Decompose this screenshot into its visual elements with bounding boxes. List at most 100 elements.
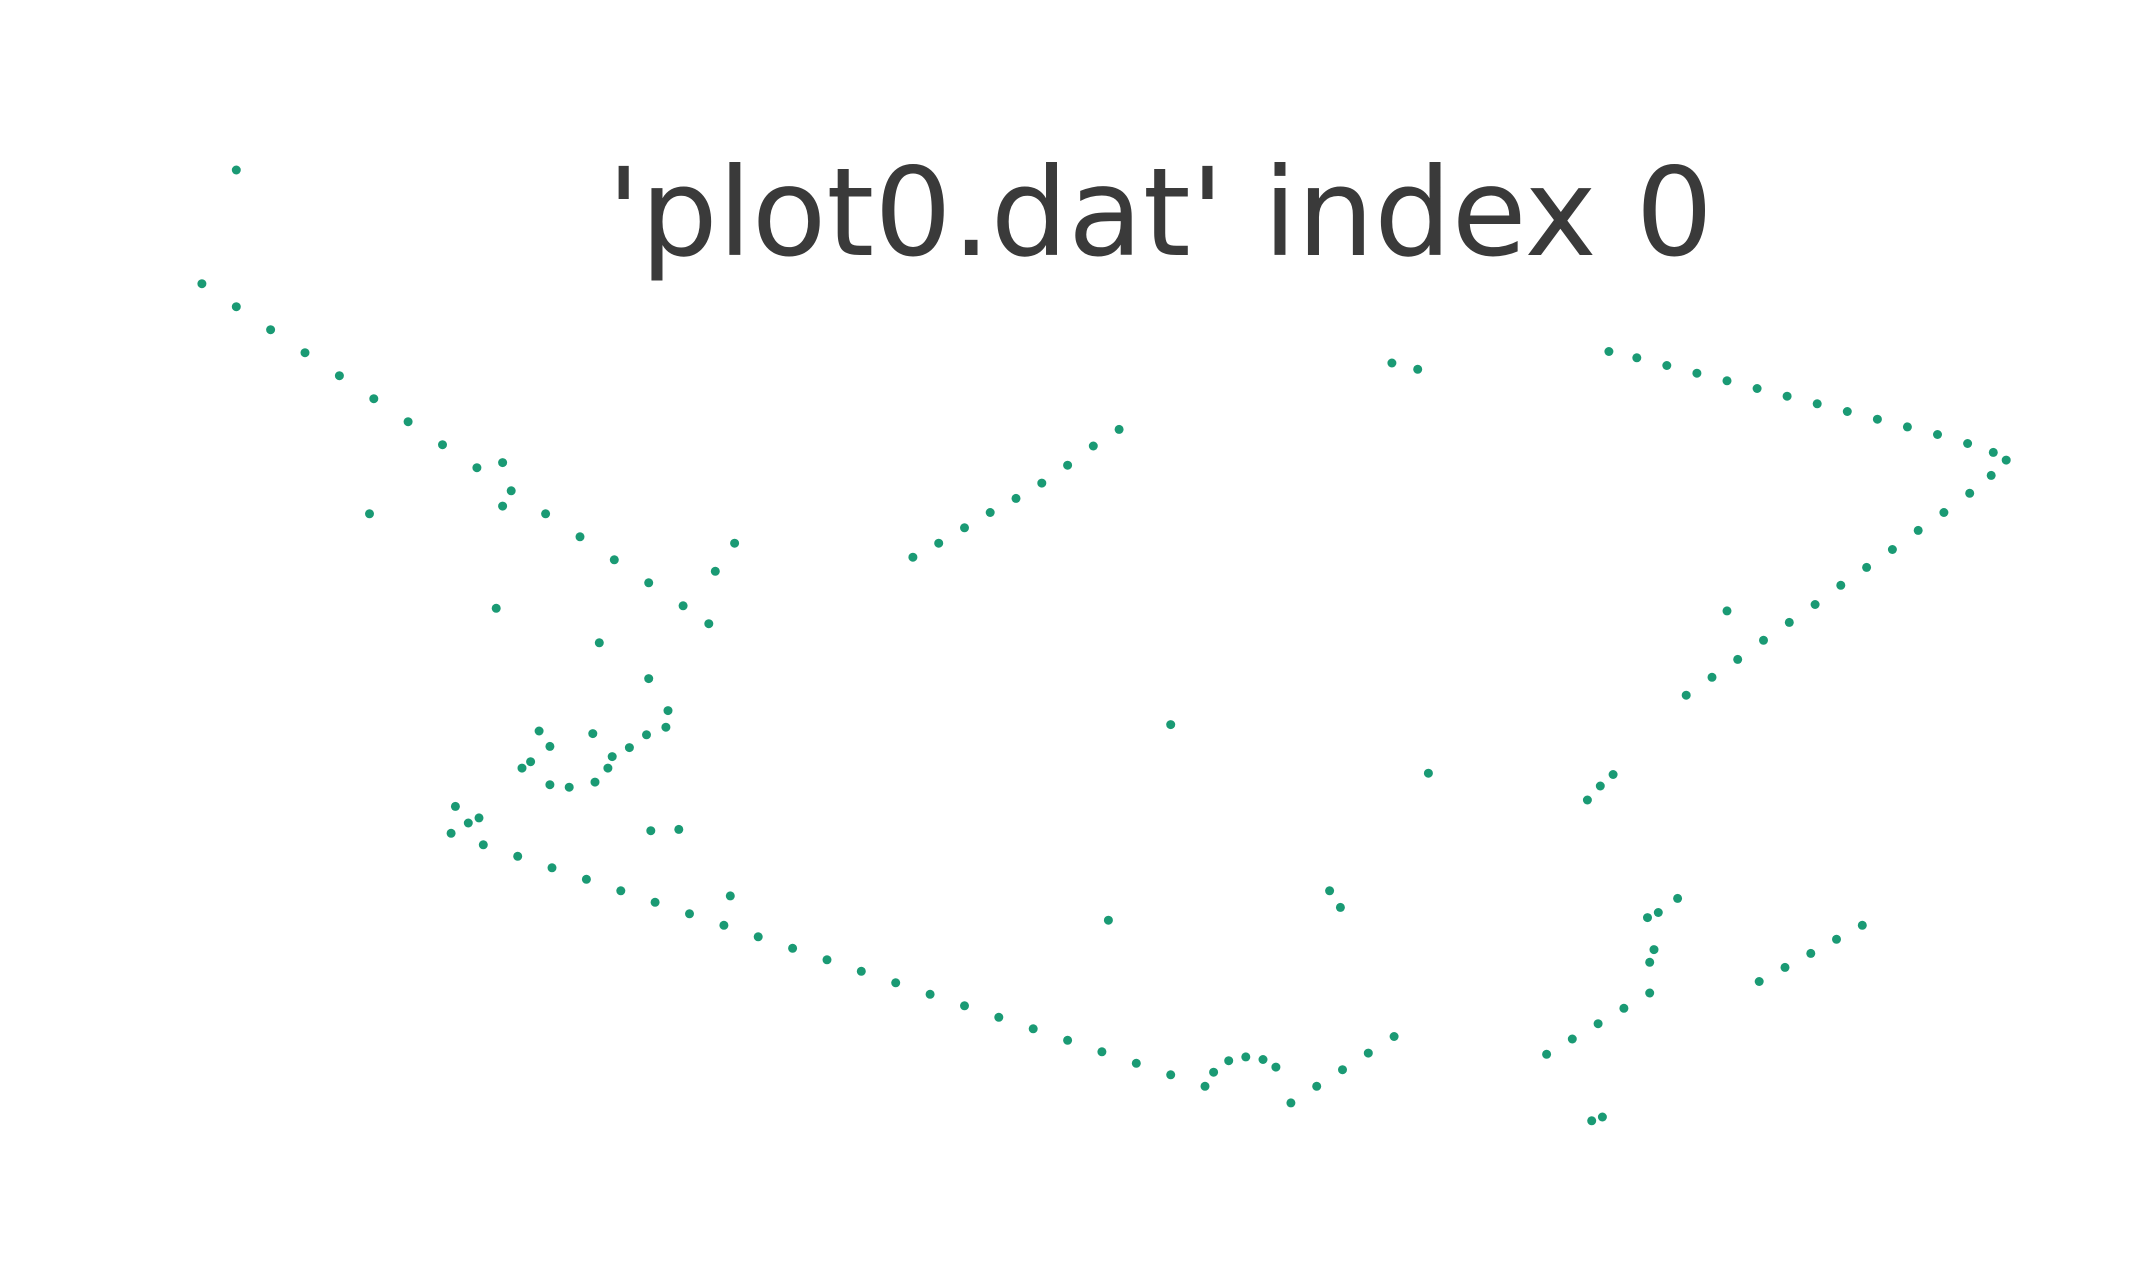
data-point: [1810, 600, 1820, 609]
data-point: [403, 417, 413, 427]
data-point: [1645, 957, 1655, 967]
data-point: [616, 886, 626, 896]
data-point: [644, 578, 654, 588]
data-point: [1832, 934, 1841, 944]
data-point: [891, 978, 901, 988]
data-point: [1754, 977, 1764, 986]
data-point: [266, 325, 276, 335]
data-point: [478, 840, 488, 850]
data-point: [1241, 1052, 1251, 1062]
data-point: [1862, 562, 1872, 572]
data-point: [1166, 720, 1176, 730]
data-point: [1063, 1035, 1073, 1045]
data-point: [1595, 781, 1605, 791]
data-point: [661, 722, 671, 732]
data-point: [1632, 353, 1642, 363]
data-point: [1608, 770, 1618, 779]
data-point: [1286, 1098, 1296, 1108]
data-point: [1131, 1058, 1141, 1068]
data-point: [1643, 913, 1652, 923]
data-point: [1752, 384, 1762, 393]
data-point: [1887, 545, 1897, 554]
data-point: [1258, 1055, 1268, 1064]
data-point: [674, 824, 684, 834]
data-point: [1722, 376, 1732, 386]
data-point: [908, 552, 918, 562]
data-point: [1902, 422, 1912, 432]
data-point: [1567, 1034, 1577, 1044]
data-point: [365, 509, 374, 519]
data-point: [1965, 488, 1975, 498]
data-point: [590, 777, 600, 787]
data-point: [685, 909, 694, 919]
data-point: [438, 440, 447, 450]
data-point: [594, 638, 604, 648]
data-point: [704, 619, 714, 629]
data-points: [197, 165, 2011, 1126]
data-point: [1673, 893, 1683, 903]
data-point: [1645, 988, 1655, 998]
data-point: [1963, 439, 1973, 448]
data-point: [1662, 361, 1672, 370]
data-point: [1597, 1112, 1607, 1122]
data-point: [1842, 407, 1852, 416]
data-point: [545, 780, 555, 790]
data-point: [541, 509, 551, 519]
data-point: [446, 828, 456, 838]
data-point: [822, 955, 832, 965]
data-point: [231, 302, 241, 312]
data-point: [1986, 470, 1996, 480]
data-point: [1103, 915, 1113, 925]
data-point: [925, 989, 935, 999]
data-point: [678, 601, 688, 611]
data-point: [1681, 690, 1691, 700]
data-point: [1619, 1003, 1629, 1013]
data-point: [300, 348, 310, 358]
data-point: [1389, 1032, 1399, 1041]
data-point: [607, 752, 617, 762]
data-point: [1166, 1070, 1176, 1080]
data-point: [663, 706, 673, 716]
data-point: [1649, 945, 1659, 955]
data-point: [725, 891, 735, 901]
data-point: [498, 458, 508, 468]
data-point: [1312, 1081, 1322, 1091]
data-point: [517, 763, 527, 773]
data-point: [526, 757, 536, 767]
data-point: [1363, 1048, 1373, 1058]
data-point: [1423, 768, 1433, 778]
data-point: [474, 813, 484, 823]
data-point: [498, 501, 508, 511]
data-point: [369, 394, 379, 404]
data-point: [960, 1001, 969, 1011]
data-point: [642, 730, 651, 740]
data-point: [1413, 364, 1423, 374]
data-point: [1857, 920, 1867, 930]
data-point: [1593, 1019, 1603, 1029]
data-point: [588, 729, 598, 739]
data-point: [650, 897, 660, 907]
data-point: [1114, 424, 1124, 434]
data-point: [646, 826, 656, 836]
data-point: [547, 863, 557, 873]
data-point: [719, 920, 729, 930]
data-point: [1913, 525, 1923, 535]
data-point: [1784, 617, 1794, 627]
data-point: [1988, 447, 1998, 457]
data-point: [1200, 1081, 1210, 1091]
data-point: [1088, 441, 1098, 451]
data-point: [1097, 1047, 1107, 1057]
data-point: [545, 741, 555, 751]
data-point: [506, 486, 516, 496]
data-point: [994, 1012, 1004, 1022]
data-point: [1939, 508, 1949, 517]
data-point: [603, 763, 613, 773]
data-point: [1335, 902, 1345, 912]
data-point: [624, 743, 634, 753]
data-point: [1037, 478, 1047, 488]
data-point: [1782, 391, 1792, 401]
data-point: [1872, 414, 1882, 424]
data-point: [753, 932, 763, 942]
data-point: [1011, 493, 1021, 503]
